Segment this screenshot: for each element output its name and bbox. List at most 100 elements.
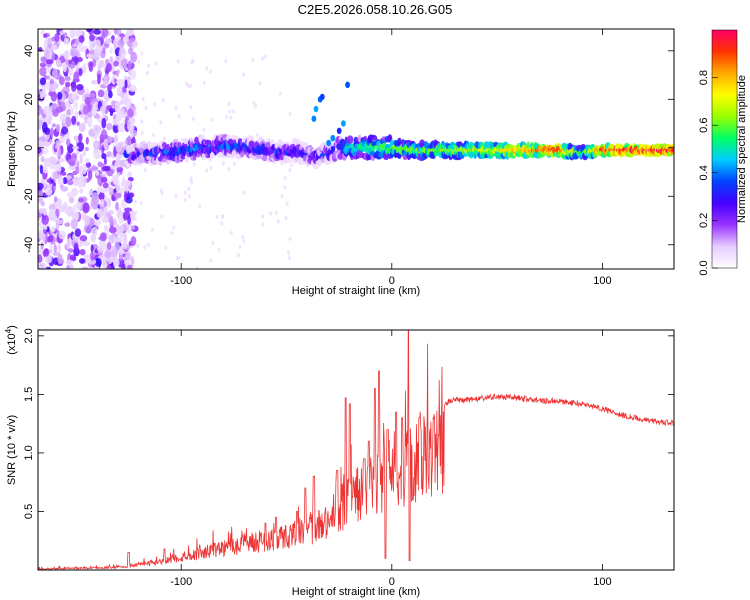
heatmap-cell [67, 179, 74, 186]
heatmap-cell [215, 214, 219, 220]
heatmap-cell [109, 47, 113, 54]
heatmap-cell [287, 156, 292, 164]
heatmap-cell [45, 266, 51, 269]
heatmap-cell [101, 111, 106, 119]
heatmap-cell [106, 122, 113, 131]
heatmap-cell [82, 202, 90, 214]
heatmap-cell [130, 256, 135, 267]
heatmap-cell [107, 83, 112, 93]
heatmap-cell [51, 44, 58, 51]
heatmap-cell [126, 77, 131, 86]
heatmap-cell [187, 83, 190, 89]
heatmap-cell [152, 132, 156, 138]
heatmap-cell [51, 123, 57, 128]
heatmap-cell [248, 140, 255, 147]
heatmap-cell [66, 238, 72, 249]
heatmap-cell [60, 186, 69, 192]
heatmap-cell [363, 135, 367, 141]
heatmap-cell [52, 251, 60, 256]
heatmap-cell [116, 87, 123, 92]
heatmap-cell [38, 190, 44, 198]
heatmap-cell [85, 254, 92, 259]
heatmap-cell [129, 69, 137, 80]
heatmap-cell [160, 214, 164, 219]
heatmap-cell [48, 156, 56, 164]
heatmap-cell [79, 258, 86, 264]
heatmap-cell [102, 166, 110, 172]
heatmap-cell [42, 166, 48, 174]
heatmap-cell [71, 187, 78, 197]
heatmap-cell [103, 157, 107, 165]
snr-line-group [38, 330, 674, 570]
heatmap-cell [101, 176, 108, 183]
heatmap-cell [102, 182, 109, 189]
spectrogram-x-tick-label: 0 [389, 275, 395, 287]
heatmap-cell [189, 83, 193, 89]
heatmap-cell [130, 130, 134, 139]
heatmap-cell [54, 201, 60, 209]
heatmap-cell [143, 168, 147, 173]
heatmap-cell [101, 153, 107, 160]
heatmap-cell [140, 51, 144, 56]
spectrogram-x-ticks: -100 0 100 [170, 29, 612, 287]
heatmap-cell [93, 140, 101, 150]
heatmap-cell [195, 265, 199, 269]
heatmap-cell [54, 33, 60, 43]
heatmap-cell [79, 249, 86, 256]
heatmap-cell [189, 105, 193, 110]
heatmap-cell [63, 51, 69, 60]
heatmap-cell [117, 123, 126, 133]
heatmap-cell [78, 197, 84, 203]
heatmap-cell [78, 123, 86, 133]
heatmap-cell [40, 201, 45, 207]
heatmap-cell [72, 145, 79, 150]
heatmap-cell [288, 236, 292, 241]
colorbar-ticks: 0.0 0.2 0.4 0.6 0.8 [698, 70, 718, 276]
heatmap-cell [220, 221, 224, 226]
heatmap-cell [274, 210, 278, 215]
heatmap-cell [45, 68, 51, 74]
heatmap-cell [113, 38, 118, 49]
heatmap-cell [143, 245, 147, 250]
heatmap-cell [112, 177, 119, 185]
heatmap-cell [88, 189, 93, 196]
heatmap-cell [103, 206, 108, 212]
heatmap-cell [125, 98, 132, 109]
heatmap-cell [81, 176, 87, 186]
heatmap-cell [38, 196, 43, 203]
heatmap-cell [159, 120, 163, 125]
heatmap-cell [76, 84, 84, 91]
heatmap-cell [366, 154, 372, 161]
heatmap-cell [144, 106, 148, 111]
heatmap-cell [119, 46, 125, 54]
heatmap-cell [176, 59, 180, 64]
heatmap-cell [129, 37, 135, 42]
heatmap-cell [76, 121, 80, 126]
heatmap-cell [57, 253, 63, 265]
heatmap-cell [74, 210, 80, 221]
heatmap-cell [204, 139, 212, 145]
heatmap-cell [211, 240, 215, 246]
heatmap-cell [113, 78, 117, 83]
heatmap-cell [63, 37, 68, 46]
heatmap-cell [78, 68, 83, 76]
heatmap-cell [139, 200, 143, 205]
chart-title: C2E5.2026.058.10.26.G05 [298, 2, 453, 17]
heatmap-cell [428, 148, 432, 152]
heatmap-cell [38, 146, 42, 154]
heatmap-cell [57, 219, 64, 225]
heatmap-cell [66, 138, 71, 147]
heatmap-cell [115, 71, 120, 77]
heatmap-cell [68, 164, 77, 171]
heatmap-cell [116, 184, 121, 194]
heatmap-cell [117, 39, 125, 48]
colorbar-tick-label: 0.2 [698, 213, 710, 228]
heatmap-cell [48, 248, 53, 253]
heatmap-cell [88, 61, 94, 72]
heatmap-cell [42, 83, 46, 94]
heatmap-cell [50, 127, 54, 138]
heatmap-cell [183, 190, 187, 195]
heatmap-cell [285, 201, 289, 206]
heatmap-cell [84, 96, 92, 105]
